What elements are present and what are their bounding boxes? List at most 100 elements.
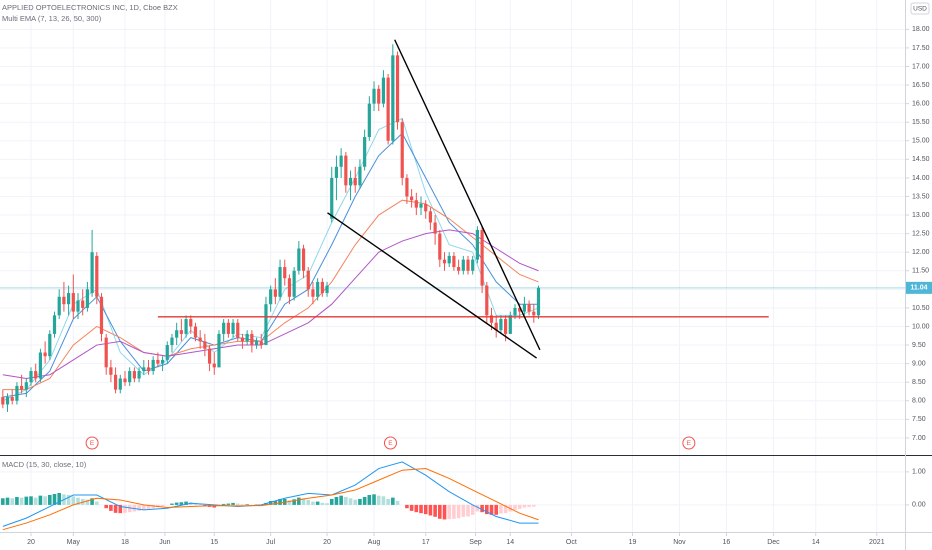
candle-body (128, 371, 132, 383)
histogram-bar (221, 503, 226, 505)
candle-body (71, 293, 75, 312)
trend-line (394, 39, 541, 351)
histogram-bar (297, 497, 301, 505)
candle-body (485, 285, 489, 316)
candle-body (292, 270, 296, 297)
histogram-bar (311, 501, 315, 505)
histogram-bar (442, 504, 447, 520)
histogram-bar (292, 499, 296, 505)
histogram-bar (151, 504, 155, 509)
earnings-marker[interactable] (383, 436, 397, 450)
currency-box[interactable] (910, 2, 930, 15)
x-tick-label: Dec (767, 539, 780, 546)
y-tick-label: 10.00 (912, 323, 930, 330)
candle-body (508, 315, 512, 334)
x-tick-label: Oct (566, 539, 577, 546)
histogram-bar (174, 502, 179, 505)
candle-body (57, 296, 61, 316)
candle-body (48, 333, 52, 357)
candle-body (311, 289, 315, 297)
macd-line (2, 468, 539, 531)
y-tick-label: 10.50 (912, 305, 930, 312)
candle-body (236, 322, 240, 338)
candle-body (109, 367, 113, 375)
histogram-bar (409, 504, 414, 511)
histogram-bar (104, 504, 108, 509)
candle-body (142, 367, 146, 372)
candle-body (301, 248, 306, 271)
histogram-bar (85, 499, 90, 505)
candle-body (156, 359, 160, 364)
histogram-bar (438, 504, 442, 519)
histogram-bar (362, 496, 367, 505)
candle-body (203, 341, 207, 349)
histogram-bar (57, 493, 62, 505)
y-tick-label: 12.00 (912, 249, 930, 256)
y-tick-label: 16.50 (912, 82, 930, 89)
candle-body (339, 155, 343, 167)
histogram-bar (339, 495, 343, 505)
candle-body (90, 252, 94, 294)
histogram-bar (137, 504, 141, 511)
candle-body (344, 155, 348, 186)
candle-body (381, 77, 386, 104)
candle-body (452, 255, 456, 268)
candle-body (34, 371, 38, 379)
x-tick-label: 14 (812, 539, 820, 546)
ema-line (2, 199, 539, 391)
histogram-bar (170, 503, 174, 505)
histogram-bar (235, 503, 240, 505)
candle-body (287, 278, 292, 297)
candle-body (424, 203, 428, 212)
candle-body (175, 330, 179, 338)
candle-body (95, 255, 99, 297)
y-tick-label: 13.00 (912, 212, 930, 219)
earnings-label: E (90, 440, 95, 447)
x-tick-label: 15 (210, 539, 218, 546)
candle-body (250, 333, 254, 346)
histogram-bar (517, 504, 522, 509)
candle-body (254, 341, 259, 346)
candle-body (226, 322, 230, 334)
histogram-bar (278, 498, 282, 505)
candle-body (52, 315, 57, 334)
candle-body (217, 333, 221, 368)
histogram-bar (52, 494, 57, 505)
histogram-bar (109, 504, 113, 511)
y-tick-label: 9.00 (912, 360, 926, 367)
candle-body (259, 341, 263, 346)
histogram-bar (344, 496, 348, 505)
histogram-bar (485, 504, 489, 515)
candle-body (334, 166, 339, 178)
y-tick-label: 8.00 (912, 398, 926, 405)
candle-body (325, 285, 329, 294)
y-tick-label: 0.00 (912, 502, 926, 509)
x-tick-label: 2021 (869, 539, 885, 546)
ema-line (2, 132, 539, 398)
candle-body (503, 319, 508, 334)
y-tick-label: 11.50 (912, 268, 929, 275)
candle-body (81, 300, 85, 308)
earnings-marker[interactable] (85, 436, 99, 450)
histogram-bar (33, 497, 38, 505)
y-tick-label: 13.50 (912, 193, 930, 200)
earnings-marker[interactable] (682, 436, 696, 450)
candle-body (1, 397, 5, 405)
candle-body (536, 287, 541, 316)
histogram-bar (414, 504, 419, 513)
candle-body (113, 374, 118, 390)
histogram-bar (179, 502, 184, 505)
histogram-bar (231, 502, 235, 505)
histogram-bar (90, 498, 94, 505)
histogram-bar (38, 495, 43, 505)
histogram-bar (141, 504, 146, 510)
candle-body (38, 352, 43, 379)
histogram-bar (358, 498, 362, 505)
candle-body (320, 281, 324, 294)
histogram-bar (240, 504, 245, 505)
candle-body (104, 337, 108, 368)
y-tick-label: 1.00 (912, 469, 926, 476)
